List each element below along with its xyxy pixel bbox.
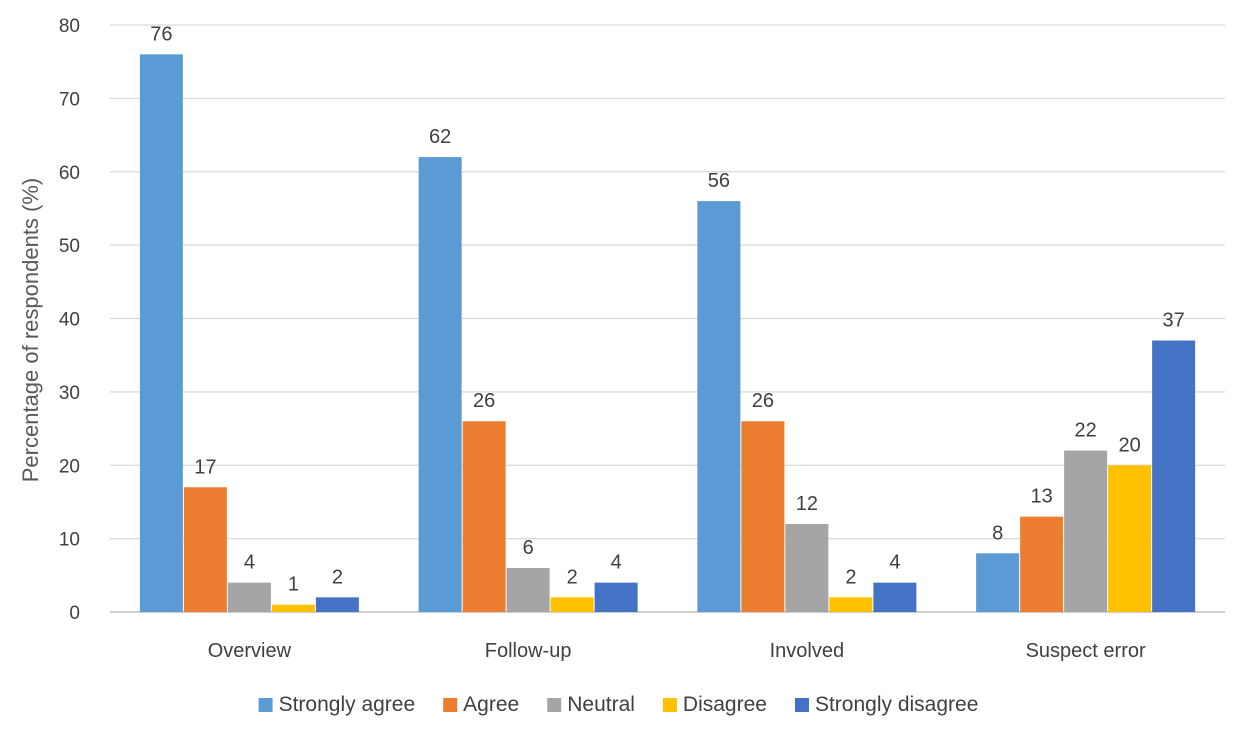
data-label: 4 [889,552,900,574]
data-label: 37 [1163,310,1185,332]
y-tick-label: 30 [59,383,80,404]
legend-swatch [662,698,677,712]
y-tick-label: 10 [59,530,80,551]
data-label: 56 [708,170,730,192]
x-category-label: Follow-up [485,640,572,662]
x-category-label: Suspect error [1026,640,1146,662]
bar-neutral [1064,450,1108,612]
bar-disagree [829,597,873,612]
bar-disagree [550,597,594,612]
y-tick-label: 70 [59,89,80,110]
bar-neutral [227,582,271,612]
legend[interactable]: Strongly agree Agree Neutral Disagree Strong… [258,693,979,716]
data-label: 2 [567,566,578,588]
data-label: 26 [473,390,495,412]
bar-agree [1020,516,1064,612]
legend-swatch [443,698,458,712]
x-category-label: Involved [770,640,845,662]
legend-label: Neutral [567,693,635,716]
y-tick-label: 0 [69,603,80,624]
legend-swatch [547,698,562,712]
bar-strongly-agree [697,201,741,612]
gridlines [110,24,1225,613]
x-category-label: Overview [208,640,292,662]
bar-neutral [506,567,550,612]
x-axis-categories: Overview Follow-up Involved Suspect error [208,640,1146,662]
data-label: 13 [1031,486,1053,508]
legend-item-agree[interactable]: Agree [443,693,519,716]
bar-strongly-agree [139,54,183,613]
bar-strongly-agree [976,553,1020,612]
legend-item-strongly-agree[interactable]: Strongly agree [258,693,416,716]
bar-strongly-disagree [873,582,917,612]
y-tick-label: 80 [59,16,80,37]
bar-disagree [1108,465,1152,612]
bar-disagree [271,604,315,612]
bar-strongly-disagree [315,597,359,612]
data-label: 20 [1119,434,1141,456]
legend-label: Agree [463,693,519,716]
data-label: 8 [992,522,1003,544]
data-label: 4 [611,552,622,574]
data-label: 62 [429,126,451,148]
data-label: 4 [244,552,255,574]
legend-item-strongly-disagree[interactable]: Strongly disagree [794,693,978,716]
y-tick-label: 40 [59,310,80,331]
bar-agree [741,421,785,612]
data-label: 6 [523,537,534,559]
y-axis-title: Percentage of respondents (%) [18,178,43,483]
bar-agree [462,421,506,612]
data-label: 26 [752,390,774,412]
data-label: 12 [796,493,818,515]
data-label: 17 [194,456,216,478]
legend-label: Disagree [683,693,767,716]
data-label: 22 [1075,420,1097,442]
data-label: 2 [845,566,856,588]
bars [139,54,1196,613]
bar-neutral [785,523,829,612]
legend-item-disagree[interactable]: Disagree [662,693,767,716]
legend-swatch [258,698,273,712]
bar-strongly-disagree [594,582,638,612]
data-label: 1 [288,574,299,596]
y-tick-label: 60 [59,163,80,184]
bar-strongly-agree [418,157,462,612]
y-axis-ticks: 0 10 20 30 40 50 60 70 80 [59,16,80,624]
legend-swatch [794,698,809,712]
y-tick-label: 50 [59,236,80,257]
bar-agree [183,487,227,612]
bar-strongly-disagree [1152,340,1196,612]
legend-item-neutral[interactable]: Neutral [547,693,635,716]
legend-label: Strongly agree [279,693,416,716]
y-tick-label: 20 [59,456,80,477]
data-label: 2 [332,566,343,588]
data-label: 76 [150,23,172,45]
legend-label: Strongly disagree [815,693,978,716]
